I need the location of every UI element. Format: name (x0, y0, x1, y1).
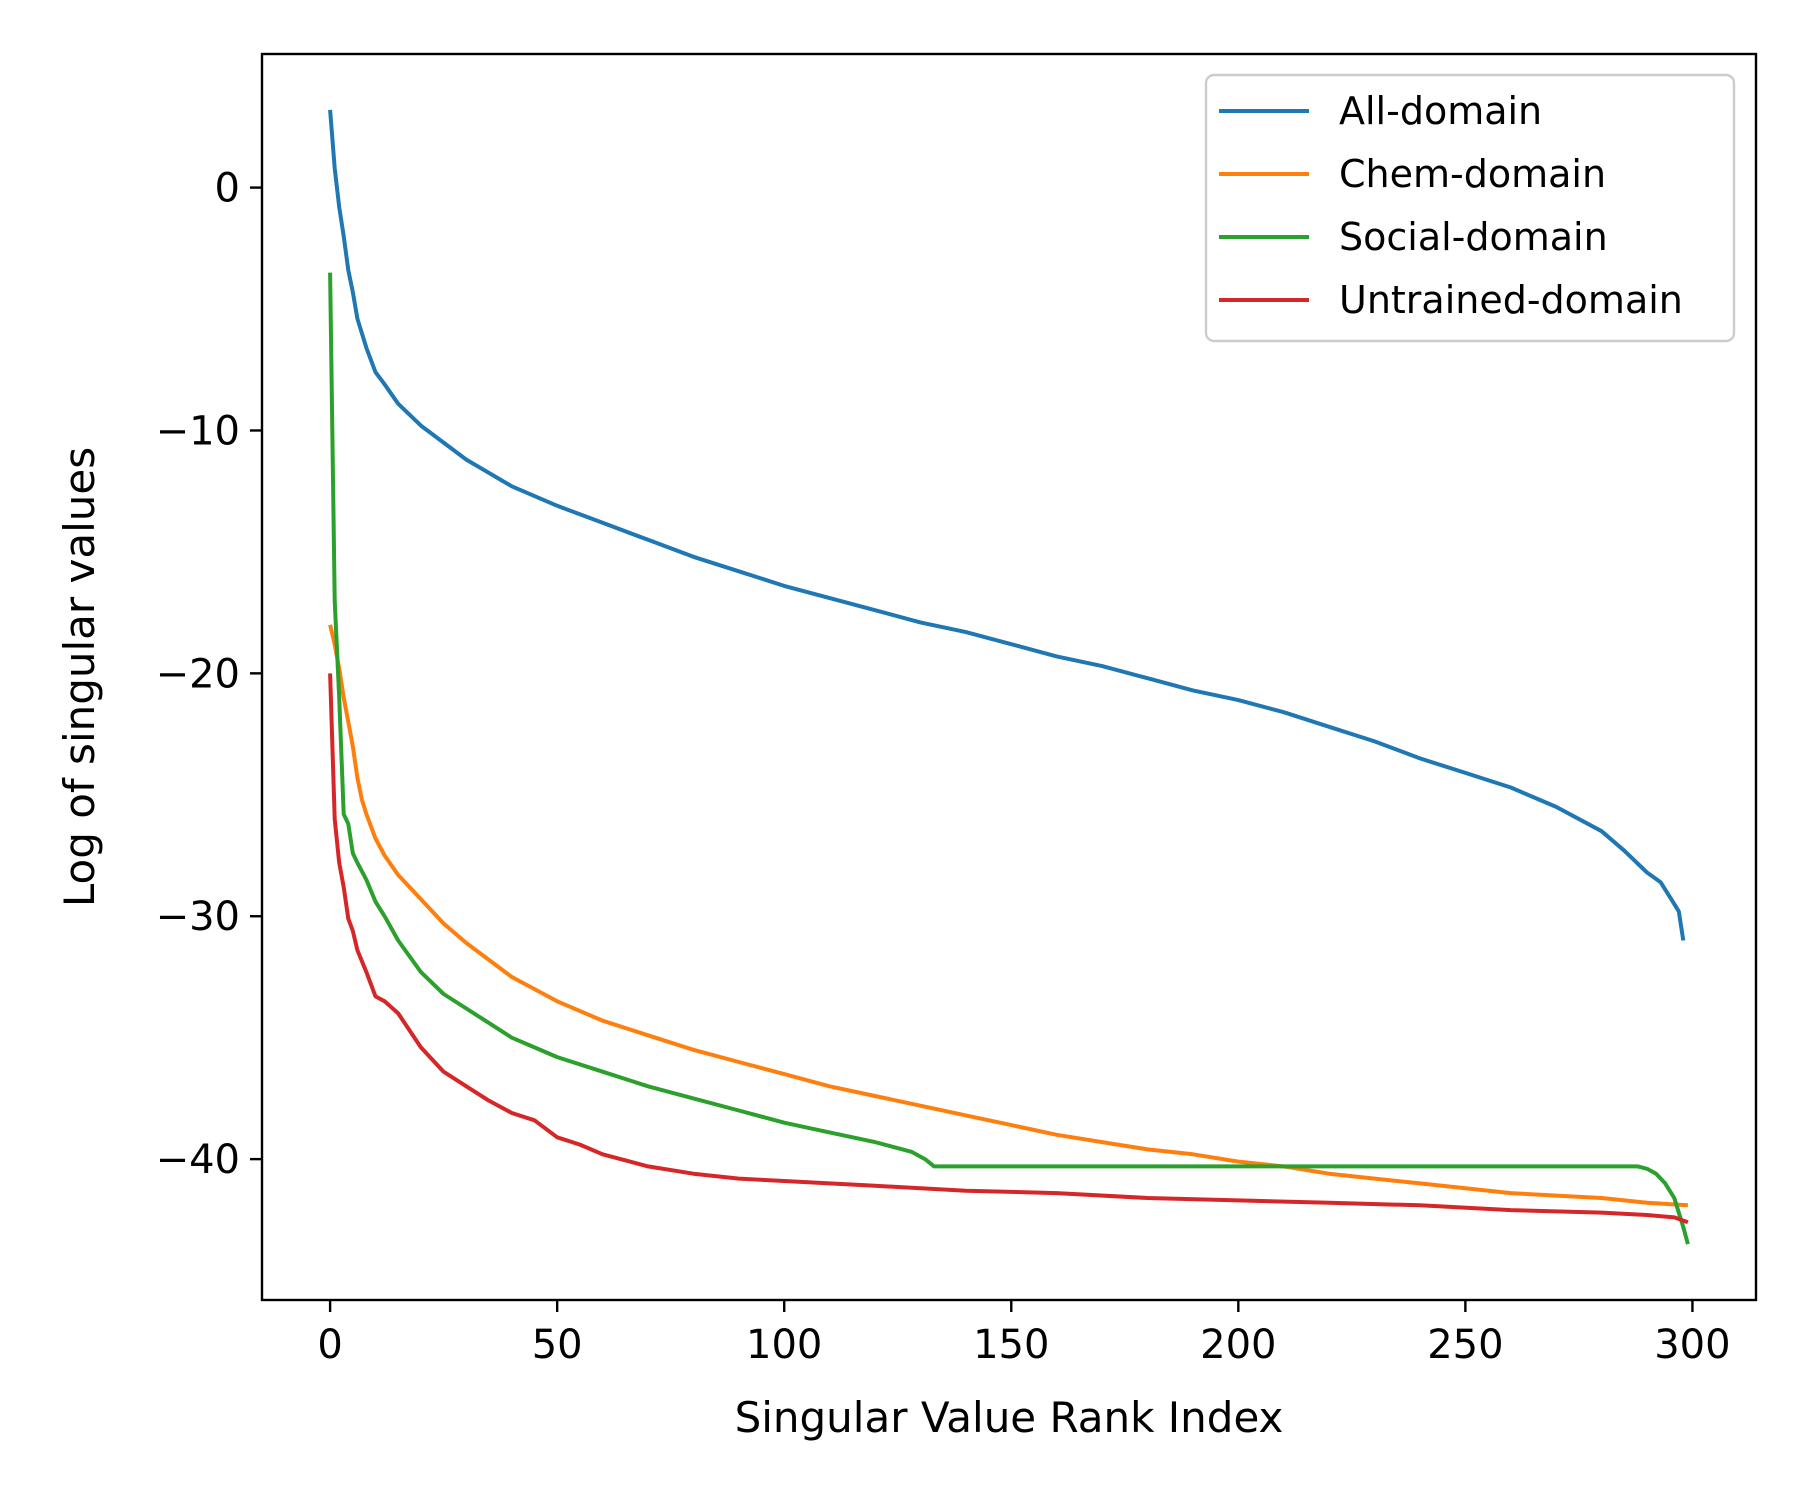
legend-label-chem-domain: Chem-domain (1339, 152, 1606, 196)
legend-label-all-domain: All-domain (1339, 89, 1542, 133)
series-line-untrained-domain (328, 673, 1689, 1225)
x-tick-label: 200 (1200, 1322, 1276, 1368)
series-line-all-domain (328, 109, 1686, 941)
y-tick-label: −20 (156, 651, 240, 697)
legend-label-untrained-domain: Untrained-domain (1339, 278, 1683, 322)
x-tick-label: 0 (317, 1322, 342, 1368)
y-axis-ticks: 0 −10 −20 −30 −40 (156, 166, 262, 1183)
series-line-social-domain (328, 272, 1690, 1245)
y-tick-label: −30 (156, 894, 240, 940)
y-tick-label: −10 (156, 408, 240, 454)
x-tick-label: 150 (973, 1322, 1049, 1368)
legend-label-social-domain: Social-domain (1339, 215, 1608, 259)
y-tick-label: 0 (215, 166, 240, 212)
x-axis-ticks: 0 50 100 150 200 250 300 (317, 1300, 1731, 1368)
legend-box (1204, 73, 1736, 343)
y-tick-label: −40 (156, 1137, 240, 1183)
legend: All-domain Chem-domain Social-domain Unt… (1204, 73, 1736, 343)
series-line-chem-domain (328, 624, 1689, 1208)
axes-frame (260, 52, 1758, 1302)
x-tick-label: 100 (746, 1322, 822, 1368)
y-axis-label: Log of singular values (55, 447, 104, 907)
x-tick-label: 300 (1654, 1322, 1730, 1368)
x-axis-label: Singular Value Rank Index (735, 1393, 1284, 1442)
series-lines (328, 109, 1690, 1245)
x-tick-label: 50 (532, 1322, 583, 1368)
x-tick-label: 250 (1427, 1322, 1503, 1368)
